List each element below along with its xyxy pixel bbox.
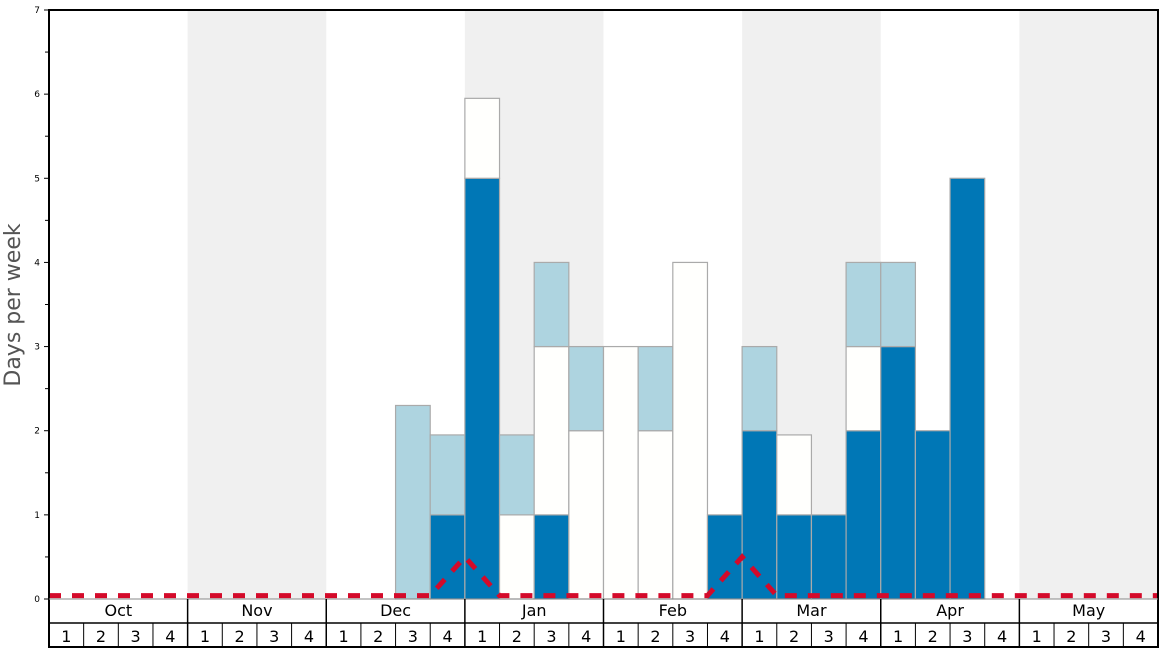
week-label: 1 bbox=[61, 627, 71, 646]
bar-light-week-20 bbox=[741, 345, 778, 432]
bar-dark-week-14 bbox=[533, 514, 570, 600]
y-tick-label: 6 bbox=[34, 90, 40, 100]
bar-dark-week-23 bbox=[845, 430, 882, 600]
week-label: 4 bbox=[997, 627, 1007, 646]
threshold-line bbox=[49, 553, 1158, 599]
bar-dark-week-25 bbox=[914, 430, 951, 600]
week-label: 3 bbox=[1101, 627, 1111, 646]
bar-white-week-17 bbox=[637, 430, 674, 600]
week-label: 3 bbox=[546, 627, 556, 646]
bar-light-week-14 bbox=[533, 261, 570, 348]
month-label-nov: Nov bbox=[241, 601, 272, 620]
y-tick-label: 5 bbox=[34, 174, 40, 184]
bar-dark-week-24 bbox=[880, 345, 917, 600]
month-label-mar: Mar bbox=[796, 601, 827, 620]
week-label: 2 bbox=[373, 627, 383, 646]
week-label: 2 bbox=[96, 627, 106, 646]
week-label: 2 bbox=[650, 627, 660, 646]
y-tick-label: 4 bbox=[34, 258, 40, 268]
month-label-dec: Dec bbox=[380, 601, 411, 620]
week-label: 3 bbox=[962, 627, 972, 646]
bar-dark-week-12 bbox=[464, 177, 501, 600]
bar-dark-week-19 bbox=[706, 514, 743, 600]
week-label: 4 bbox=[720, 627, 730, 646]
week-label: 3 bbox=[269, 627, 279, 646]
bar-white-week-15 bbox=[568, 430, 605, 600]
y-tick-label: 1 bbox=[34, 511, 40, 521]
bar-white-week-18 bbox=[672, 261, 709, 600]
bar-white-week-23 bbox=[845, 345, 882, 432]
month-label-apr: Apr bbox=[936, 601, 964, 620]
bar-white-week-14 bbox=[533, 345, 570, 516]
week-label: 1 bbox=[477, 627, 487, 646]
week-label: 3 bbox=[408, 627, 418, 646]
bar-dark-week-26 bbox=[949, 177, 986, 600]
bar-light-week-10 bbox=[394, 404, 431, 600]
week-label: 4 bbox=[442, 627, 452, 646]
week-label: 4 bbox=[1136, 627, 1146, 646]
y-axis-label: Days per week bbox=[1, 223, 26, 386]
week-label: 2 bbox=[1066, 627, 1076, 646]
bar-white-week-13 bbox=[498, 514, 535, 600]
bar-white-week-12 bbox=[464, 97, 501, 179]
month-band-nov bbox=[187, 10, 327, 599]
y-tick-label: 3 bbox=[34, 343, 40, 353]
week-label: 1 bbox=[616, 627, 626, 646]
bar-light-week-13 bbox=[498, 434, 535, 516]
month-label-oct: Oct bbox=[104, 601, 132, 620]
bar-light-week-24 bbox=[880, 261, 917, 348]
week-label: 4 bbox=[304, 627, 314, 646]
month-band-may bbox=[1019, 10, 1158, 599]
week-label: 2 bbox=[235, 627, 245, 646]
bar-dark-week-22 bbox=[810, 514, 847, 600]
week-label: 3 bbox=[131, 627, 141, 646]
y-tick-label: 2 bbox=[34, 427, 40, 437]
bar-light-week-17 bbox=[637, 345, 674, 432]
y-tick-label: 7 bbox=[34, 6, 40, 16]
week-label: 1 bbox=[754, 627, 764, 646]
month-label-feb: Feb bbox=[659, 601, 687, 620]
bar-dark-week-21 bbox=[776, 514, 813, 600]
week-label: 3 bbox=[824, 627, 834, 646]
week-label: 1 bbox=[338, 627, 348, 646]
month-label-jan: Jan bbox=[521, 601, 547, 620]
month-label-may: May bbox=[1072, 601, 1105, 620]
week-label: 4 bbox=[165, 627, 175, 646]
week-label: 4 bbox=[858, 627, 868, 646]
week-label: 2 bbox=[928, 627, 938, 646]
week-label: 2 bbox=[512, 627, 522, 646]
week-label: 2 bbox=[789, 627, 799, 646]
bar-white-week-21 bbox=[776, 434, 813, 516]
week-label: 1 bbox=[893, 627, 903, 646]
week-label: 1 bbox=[200, 627, 210, 646]
week-label: 3 bbox=[685, 627, 695, 646]
week-label: 4 bbox=[581, 627, 591, 646]
week-label: 1 bbox=[1032, 627, 1042, 646]
bar-light-week-23 bbox=[845, 261, 882, 348]
bar-white-week-16 bbox=[602, 345, 639, 600]
bar-light-week-15 bbox=[568, 345, 605, 432]
bar-light-week-11 bbox=[429, 434, 466, 516]
y-tick-label: 0 bbox=[34, 595, 40, 605]
